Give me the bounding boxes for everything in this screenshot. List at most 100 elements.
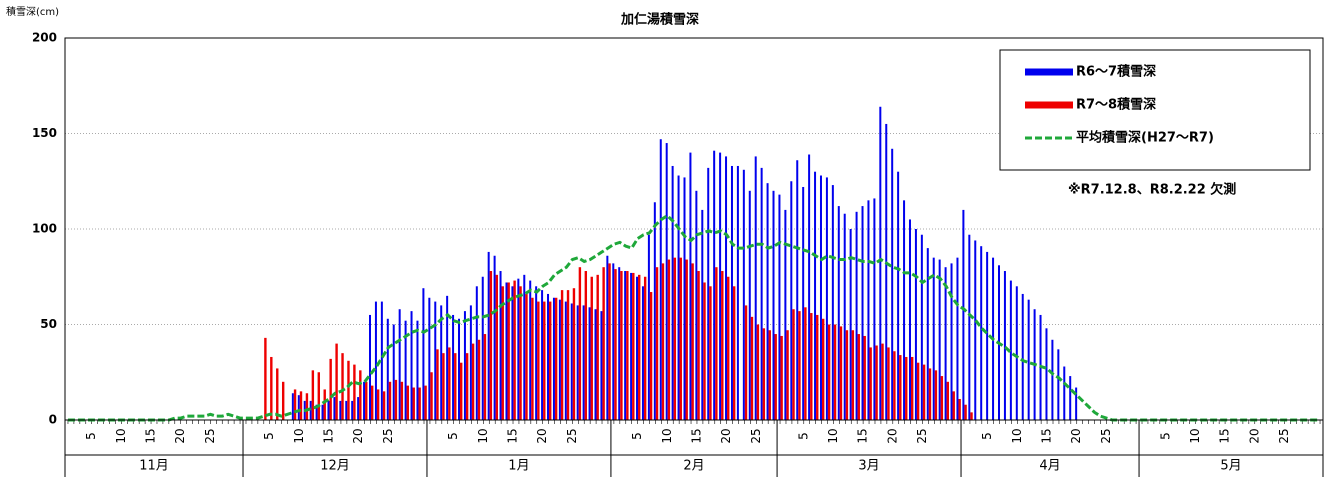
bar bbox=[505, 282, 508, 420]
bar bbox=[940, 376, 944, 420]
bar bbox=[305, 393, 309, 420]
bar bbox=[950, 263, 953, 420]
bar bbox=[808, 154, 811, 420]
bar bbox=[374, 301, 377, 420]
bar bbox=[879, 106, 882, 420]
bar bbox=[849, 229, 852, 420]
x-tick-label: 20 bbox=[1247, 428, 1261, 443]
bar bbox=[323, 389, 326, 420]
bar bbox=[519, 286, 522, 420]
bar bbox=[659, 139, 662, 421]
bar bbox=[946, 381, 949, 420]
bar bbox=[446, 295, 449, 420]
x-tick-label: 25 bbox=[565, 428, 579, 443]
bar bbox=[1021, 293, 1024, 420]
bar bbox=[351, 400, 354, 420]
bar bbox=[980, 246, 983, 420]
bar bbox=[376, 389, 380, 420]
bar bbox=[511, 286, 514, 420]
bar bbox=[495, 274, 499, 420]
bar bbox=[363, 381, 366, 420]
bar bbox=[715, 267, 718, 420]
x-tick-label: 5 bbox=[630, 432, 644, 440]
bar bbox=[873, 198, 876, 420]
bar bbox=[1003, 271, 1006, 420]
bar bbox=[1009, 280, 1012, 420]
y-tick-label: 200 bbox=[32, 31, 57, 45]
bar bbox=[398, 309, 401, 420]
bar bbox=[406, 385, 410, 420]
bar bbox=[618, 267, 621, 420]
bar bbox=[875, 345, 878, 420]
bar bbox=[649, 292, 653, 420]
bar bbox=[499, 271, 502, 420]
bar bbox=[531, 297, 534, 420]
plot-frame bbox=[64, 37, 1324, 421]
note: ※R7.12.8、R8.2.22 欠測 bbox=[1068, 182, 1236, 198]
bar bbox=[926, 248, 929, 420]
bar bbox=[821, 318, 825, 420]
y-tick-label: 100 bbox=[32, 222, 57, 236]
bar bbox=[465, 353, 469, 420]
bar bbox=[311, 370, 315, 420]
bar bbox=[630, 272, 633, 420]
bar bbox=[452, 314, 455, 420]
bar bbox=[920, 234, 923, 420]
bar bbox=[1045, 328, 1048, 420]
bar bbox=[756, 324, 760, 420]
bar bbox=[309, 400, 312, 420]
x-tick-label: 25 bbox=[1277, 428, 1291, 443]
x-tick-label: 10 bbox=[476, 428, 490, 443]
bar bbox=[786, 330, 789, 420]
bar bbox=[661, 263, 665, 420]
x-tick-label: 15 bbox=[144, 428, 158, 443]
bar bbox=[685, 259, 688, 420]
bar bbox=[679, 257, 682, 420]
bar bbox=[655, 267, 659, 420]
bar bbox=[297, 395, 300, 420]
bar bbox=[632, 272, 635, 420]
x-tick-label: 5 bbox=[796, 432, 810, 440]
bar bbox=[885, 123, 888, 420]
bar bbox=[394, 379, 398, 420]
bar bbox=[952, 391, 955, 420]
bar bbox=[647, 234, 650, 420]
bar bbox=[448, 347, 451, 420]
bar bbox=[691, 263, 694, 420]
legend-label: R7～8積雪深 bbox=[1076, 97, 1156, 113]
bar bbox=[932, 257, 935, 420]
bar bbox=[507, 282, 510, 420]
x-tick-label: 5 bbox=[446, 432, 460, 440]
y-axis-label: 積雪深(cm) bbox=[6, 5, 59, 18]
bar bbox=[962, 209, 965, 420]
bar bbox=[938, 259, 941, 420]
bar bbox=[612, 263, 615, 420]
x-tick-label: 20 bbox=[885, 428, 899, 443]
bar bbox=[626, 271, 629, 420]
bar bbox=[857, 334, 860, 420]
bar bbox=[410, 311, 413, 420]
bar bbox=[400, 381, 404, 420]
bar bbox=[469, 305, 472, 420]
bar bbox=[814, 171, 817, 420]
bar bbox=[827, 324, 831, 420]
bar bbox=[339, 400, 342, 420]
bar bbox=[600, 311, 603, 420]
x-tick-label: 25 bbox=[1099, 428, 1113, 443]
bar bbox=[1075, 387, 1078, 420]
bar bbox=[922, 364, 926, 420]
x-tick-label: 5 bbox=[1158, 432, 1172, 440]
bar bbox=[489, 271, 493, 420]
bar bbox=[341, 353, 344, 420]
bar bbox=[766, 183, 769, 420]
bar bbox=[1057, 349, 1060, 420]
bar bbox=[458, 318, 461, 420]
bar bbox=[869, 347, 872, 420]
x-tick-label: 20 bbox=[719, 428, 733, 443]
bar bbox=[833, 324, 837, 420]
bar bbox=[582, 305, 585, 420]
bar bbox=[887, 347, 890, 420]
bar bbox=[910, 356, 914, 420]
bar bbox=[748, 190, 751, 420]
x-tick-label: 20 bbox=[535, 428, 549, 443]
